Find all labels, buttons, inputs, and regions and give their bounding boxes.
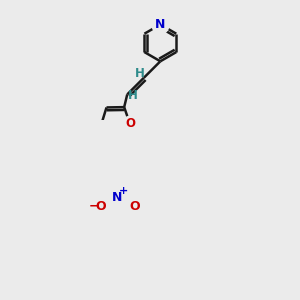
Text: N: N	[155, 18, 166, 31]
Text: O: O	[95, 200, 106, 213]
Text: −: −	[88, 199, 99, 212]
Text: O: O	[125, 117, 135, 130]
Text: O: O	[129, 200, 140, 213]
Text: H: H	[135, 67, 145, 80]
Text: N: N	[112, 191, 123, 204]
Text: H: H	[128, 89, 138, 102]
Text: +: +	[119, 186, 128, 196]
